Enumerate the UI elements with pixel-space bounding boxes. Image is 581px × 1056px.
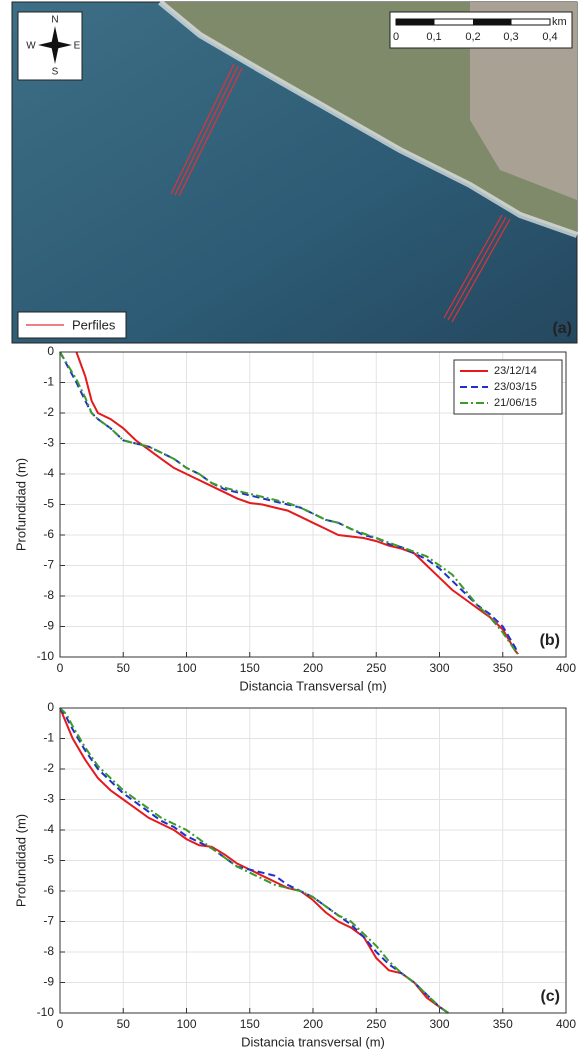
y-tick-label: 0 xyxy=(47,344,54,358)
x-axis-label: Distancia transversal (m) xyxy=(241,1034,385,1049)
y-tick-label: -3 xyxy=(43,436,54,450)
x-tick-label: 150 xyxy=(240,1017,260,1031)
x-tick-label: 350 xyxy=(493,1017,513,1031)
x-tick-label: 300 xyxy=(429,1017,449,1031)
y-tick-label: -9 xyxy=(43,619,54,633)
compass-n: N xyxy=(51,15,58,26)
x-tick-label: 150 xyxy=(240,661,260,675)
y-tick-label: -10 xyxy=(37,1005,55,1019)
y-tick-label: -10 xyxy=(37,649,55,663)
x-tick-label: 50 xyxy=(117,661,131,675)
y-tick-label: -6 xyxy=(43,883,54,897)
x-tick-label: 100 xyxy=(176,1017,196,1031)
x-tick-label: 200 xyxy=(303,661,323,675)
compass-needle xyxy=(38,41,72,49)
scale-label: 0,4 xyxy=(542,31,557,43)
y-tick-label: -7 xyxy=(43,558,54,572)
x-tick-label: 100 xyxy=(176,661,196,675)
y-tick-label: -1 xyxy=(43,375,54,389)
y-tick-label: -6 xyxy=(43,527,54,541)
x-tick-label: 250 xyxy=(366,1017,386,1031)
y-tick-label: -5 xyxy=(43,497,54,511)
y-tick-label: -8 xyxy=(43,944,54,958)
y-tick-label: -4 xyxy=(43,466,54,480)
x-axis-label: Distancia Transversal (m) xyxy=(239,678,386,693)
y-tick-label: -7 xyxy=(43,914,54,928)
y-axis-label: Profundidad (m) xyxy=(13,458,28,551)
y-tick-label: -3 xyxy=(43,792,54,806)
y-tick-label: -2 xyxy=(43,405,54,419)
panel-label: (c) xyxy=(540,988,560,1005)
x-tick-label: 0 xyxy=(57,661,64,675)
legend-label: 23/03/15 xyxy=(494,381,537,393)
legend-label: 23/12/14 xyxy=(494,365,537,377)
panel-label: (b) xyxy=(540,632,560,649)
x-tick-label: 350 xyxy=(493,661,513,675)
y-tick-label: -2 xyxy=(43,761,54,775)
scale-unit: km xyxy=(552,16,567,28)
x-tick-label: 200 xyxy=(303,1017,323,1031)
y-axis-label: Profundidad (m) xyxy=(13,814,28,907)
scale-box xyxy=(389,11,573,49)
map-legend-label: Perfiles xyxy=(72,317,116,332)
x-tick-label: 0 xyxy=(57,1017,64,1031)
scale-label: 0 xyxy=(393,31,399,43)
x-tick-label: 50 xyxy=(117,1017,131,1031)
data-line xyxy=(75,351,519,655)
scale-label: 0,2 xyxy=(465,31,480,43)
x-tick-label: 300 xyxy=(429,661,449,675)
legend-label: 21/06/15 xyxy=(494,397,537,409)
compass-w: W xyxy=(26,41,36,52)
y-tick-label: -8 xyxy=(43,588,54,602)
y-tick-label: -9 xyxy=(43,975,54,989)
compass-e: E xyxy=(74,41,81,52)
x-tick-label: 400 xyxy=(556,661,576,675)
y-tick-label: -4 xyxy=(43,822,54,836)
surf xyxy=(158,0,578,238)
x-tick-label: 250 xyxy=(366,661,386,675)
y-tick-label: -1 xyxy=(43,731,54,745)
compass-s: S xyxy=(52,67,59,78)
panel-label: (a) xyxy=(552,320,572,337)
y-tick-label: 0 xyxy=(47,700,54,714)
data-line xyxy=(59,707,449,1014)
data-line xyxy=(59,351,519,655)
scale-bar xyxy=(395,18,551,26)
x-tick-label: 400 xyxy=(556,1017,576,1031)
plot-frame xyxy=(59,351,567,658)
profiles xyxy=(170,63,511,323)
y-tick-label: -5 xyxy=(43,853,54,867)
scale-label: 0,1 xyxy=(426,31,441,43)
scale-label: 0,3 xyxy=(503,31,518,43)
map-panel: N S W E km 0 0,1 0,2 0,3 0,4 Perfiles (a… xyxy=(11,0,578,344)
data-line xyxy=(59,707,449,1014)
urban-area xyxy=(470,2,577,200)
plot-frame xyxy=(59,707,567,1014)
